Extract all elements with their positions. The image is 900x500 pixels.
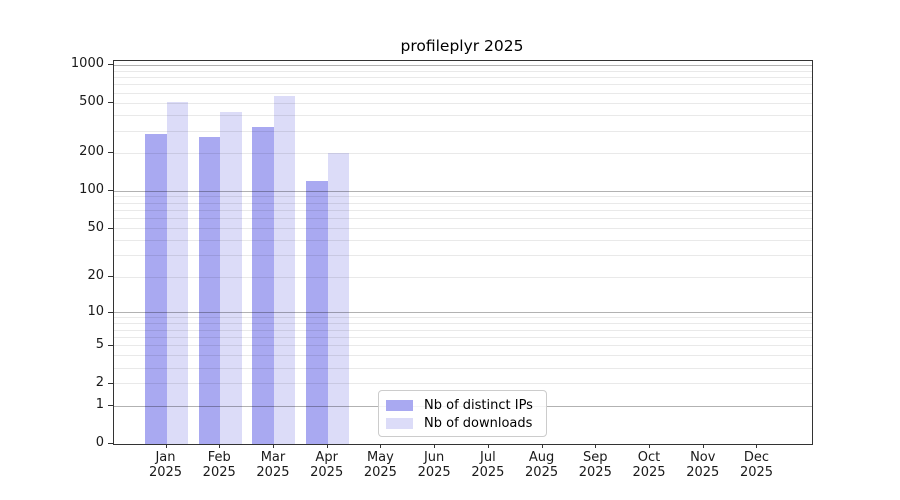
y-tick-10	[108, 311, 113, 313]
y-tick-2	[108, 382, 113, 384]
y-tick-label-100: 100	[79, 182, 104, 198]
bar-nb-of-downloads-jan	[166, 102, 188, 444]
x-tick-label-jan: Jan 2025	[148, 450, 183, 480]
legend-label-distinct-ips: Nb of distinct IPs	[424, 397, 533, 413]
y-tick-label-1: 1	[95, 397, 104, 413]
x-tick-jan	[165, 444, 167, 448]
x-tick-label-apr: Apr 2025	[310, 450, 344, 480]
x-tick-label-jun: Jun 2025	[417, 450, 451, 480]
x-tick-label-jul: Jul 2025	[471, 450, 505, 480]
bar-nb-of-distinct-ips-apr	[306, 180, 328, 444]
y-tick-label-5: 5	[95, 336, 104, 352]
bar-nb-of-distinct-ips-jan	[145, 134, 167, 444]
y-tick-0	[108, 443, 113, 444]
y-tick-label-20: 20	[87, 268, 104, 284]
y-tick-label-2: 2	[95, 374, 104, 390]
x-tick-dec	[756, 444, 758, 448]
y-tick-200	[108, 152, 113, 154]
x-tick-label-dec: Dec 2025	[739, 450, 774, 480]
x-tick-jul	[487, 444, 489, 448]
bar-nb-of-downloads-feb	[220, 112, 242, 444]
bar-nb-of-distinct-ips-mar	[252, 127, 274, 444]
legend-swatch-downloads	[386, 417, 413, 429]
x-tick-may	[380, 444, 382, 448]
y-tick-1	[108, 405, 113, 407]
bar-nb-of-downloads-mar	[273, 96, 296, 444]
y-tick-20	[108, 276, 113, 278]
y-tick-label-1000: 1000	[70, 56, 104, 72]
y-tick-label-500: 500	[79, 94, 104, 110]
bars-layer	[114, 61, 812, 444]
x-tick-label-sep: Sep 2025	[578, 450, 612, 480]
y-tick-5	[108, 344, 113, 346]
x-tick-aug	[541, 444, 543, 448]
x-tick-label-may: May 2025	[363, 450, 397, 480]
legend: Nb of distinct IPs Nb of downloads	[378, 390, 547, 437]
legend-entry-distinct-ips: Nb of distinct IPs	[386, 396, 538, 414]
bar-nb-of-downloads-apr	[327, 153, 350, 444]
x-tick-sep	[595, 444, 597, 448]
x-tick-jun	[434, 444, 436, 448]
y-tick-label-10: 10	[87, 303, 104, 319]
y-tick-label-200: 200	[79, 144, 104, 160]
x-tick-label-oct: Oct 2025	[632, 450, 666, 480]
x-tick-label-nov: Nov 2025	[686, 450, 720, 480]
x-tick-label-mar: Mar 2025	[256, 450, 290, 480]
legend-label-downloads: Nb of downloads	[424, 415, 533, 431]
y-tick-500	[108, 102, 113, 104]
chart-title: profileplyr 2025	[400, 37, 524, 55]
x-tick-nov	[702, 444, 704, 448]
legend-swatch-distinct-ips	[386, 399, 413, 411]
x-tick-apr	[326, 444, 328, 448]
y-tick-label-0: 0	[95, 435, 104, 450]
y-tick-100	[108, 190, 113, 192]
x-tick-label-aug: Aug 2025	[525, 450, 559, 480]
y-tick-50	[108, 227, 113, 229]
bar-nb-of-distinct-ips-feb	[198, 137, 221, 444]
x-tick-oct	[649, 444, 651, 448]
x-tick-mar	[272, 444, 274, 448]
x-tick-feb	[219, 444, 221, 448]
plot-area	[113, 60, 813, 445]
y-tick-label-50: 50	[87, 219, 104, 235]
x-tick-label-feb: Feb 2025	[202, 450, 236, 480]
legend-entry-downloads: Nb of downloads	[386, 414, 538, 432]
y-tick-1000	[108, 64, 113, 66]
